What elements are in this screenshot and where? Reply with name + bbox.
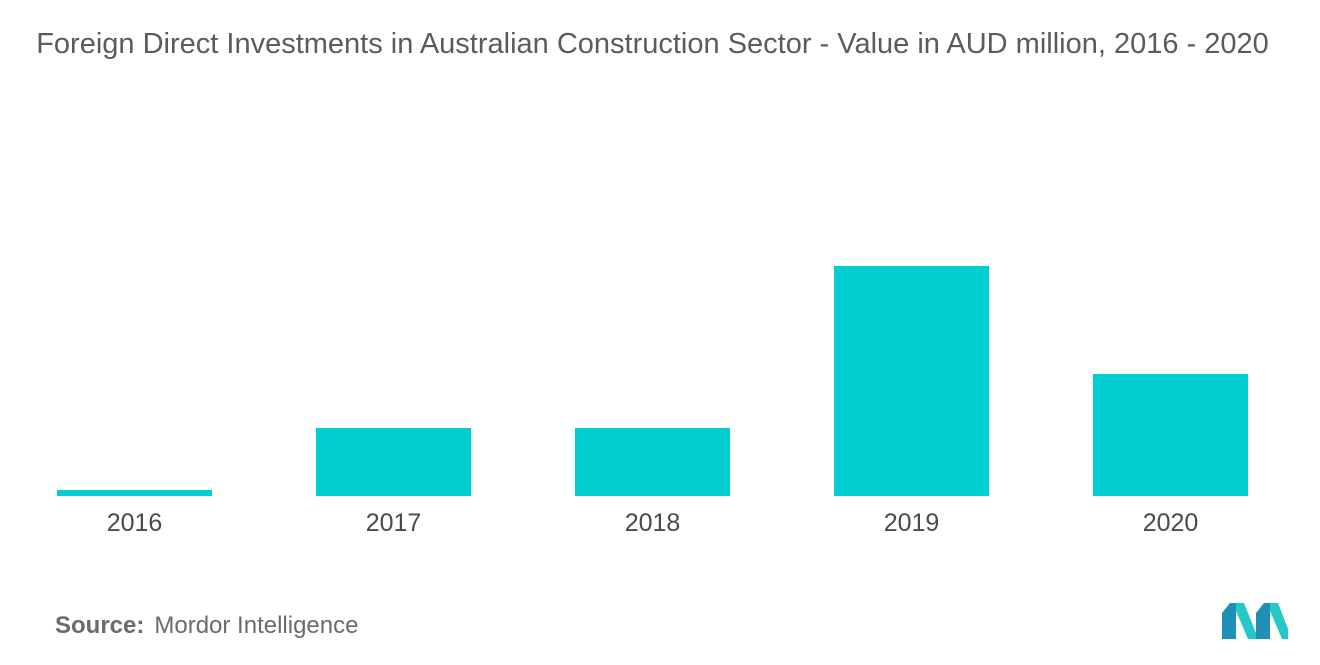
chart-title: Foreign Direct Investments in Australian… xyxy=(36,28,1269,60)
bar-2020 xyxy=(1093,374,1248,496)
x-tick-label-2019: 2019 xyxy=(884,509,940,537)
source-line: Source: Mordor Intelligence xyxy=(55,612,358,640)
bar-2017 xyxy=(316,428,471,496)
bar-2018 xyxy=(575,428,730,496)
mordor-intelligence-logo-icon xyxy=(1222,603,1288,644)
x-tick-label-2018: 2018 xyxy=(625,509,681,537)
source-label: Source: xyxy=(55,612,145,639)
x-tick-label-2017: 2017 xyxy=(366,509,422,537)
x-tick-label-2020: 2020 xyxy=(1143,509,1199,537)
x-tick-label-2016: 2016 xyxy=(107,509,163,537)
bar-2016 xyxy=(57,490,212,496)
bar-2019 xyxy=(834,266,989,496)
source-value: Mordor Intelligence xyxy=(154,612,359,639)
